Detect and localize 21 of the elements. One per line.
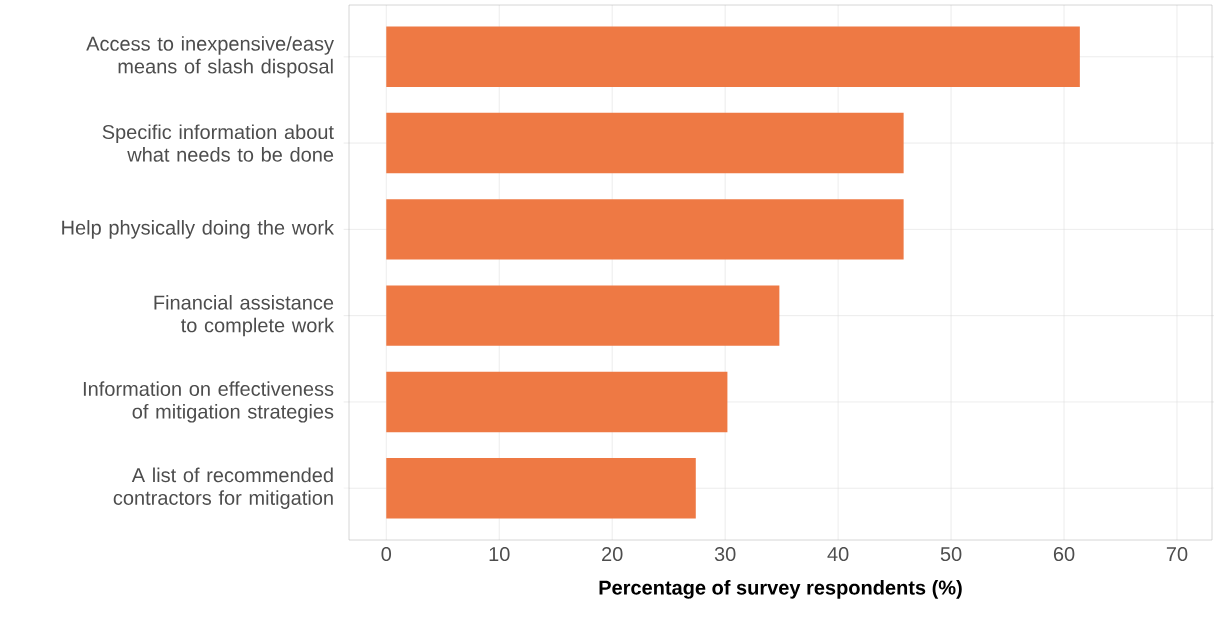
- y-tick-label: Specific information about what needs to be done: [102, 124, 334, 162]
- y-tick-label: A list of recommended contractors for mitigation: [113, 467, 333, 509]
- x-tick-label: 20: [602, 546, 623, 562]
- x-tick-label: 0: [381, 546, 392, 562]
- x-tick-label: 30: [714, 546, 736, 562]
- bar: [386, 112, 904, 174]
- x-tick-label: 10: [489, 546, 510, 562]
- y-tick-label: Access to inexpensive/easy means of slash disposal: [86, 36, 334, 78]
- x-tick-label: 50: [940, 546, 962, 562]
- y-tick-label: Help physically doing the work: [62, 220, 335, 239]
- bar: [386, 285, 780, 346]
- y-tick-label: Information on effectiveness of mitigation strategies: [83, 381, 334, 423]
- x-tick-label: 70: [1166, 546, 1188, 562]
- bar: [386, 458, 696, 519]
- bar: [386, 199, 904, 260]
- bar: [386, 371, 728, 433]
- x-tick-label: 60: [1053, 546, 1075, 562]
- x-tick-label: 40: [827, 546, 849, 562]
- y-tick-label: Financial assistance to complete work: [154, 295, 335, 337]
- bar: [386, 26, 1080, 87]
- x-axis-title: Percentage of survey respondents (%): [599, 580, 962, 599]
